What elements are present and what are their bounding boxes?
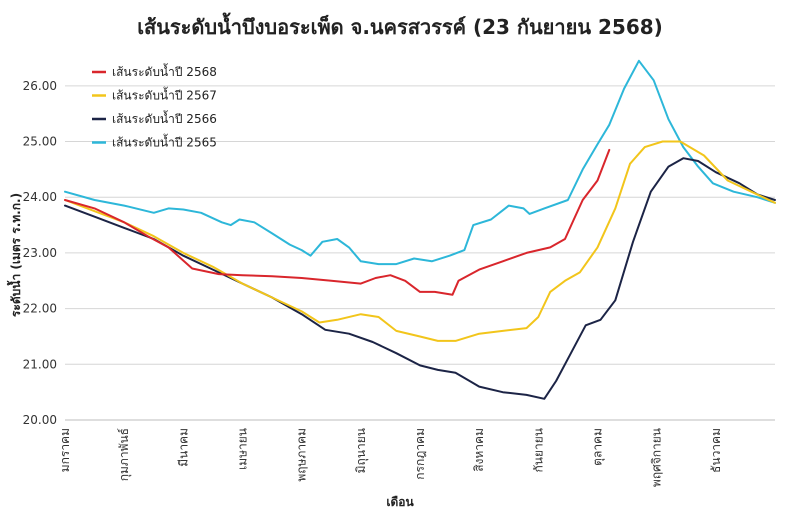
series-lines (64, 59, 776, 400)
x-tick-label: มิถุนายน (354, 428, 369, 473)
y-tick-label: 25.00 (23, 135, 57, 149)
legend-label: เส้นระดับน้ำปี 2567 (112, 87, 217, 103)
chart-title: เส้นระดับน้ำบึงบอระเพ็ด จ.นครสวรรค์ (23 … (137, 12, 663, 39)
x-tick-label: กรกฎาคม (413, 428, 427, 480)
legend-label: เส้นระดับน้ำปี 2568 (112, 63, 217, 79)
y-tick-label: 21.00 (23, 357, 57, 371)
x-tick-label: สิงหาคม (472, 428, 486, 472)
x-tick-label: ธันวาคม (709, 428, 723, 473)
x-tick-label: พฤษภาคม (295, 428, 309, 482)
legend-label: เส้นระดับน้ำปี 2566 (112, 110, 217, 126)
y-tick-label: 26.00 (23, 79, 57, 93)
series-line (64, 157, 776, 400)
x-tick-label: กันยายน (531, 428, 545, 472)
series-line (64, 59, 776, 266)
series-line (64, 140, 776, 342)
y-tick-label: 24.00 (23, 190, 57, 204)
y-tick-label: 23.00 (23, 246, 57, 260)
x-tick-label: พฤศจิกายน (650, 428, 664, 487)
y-axis-label: ระดับน้ำ (เมตร ร.ท.ก.) (6, 193, 23, 317)
y-tick-label: 22.00 (23, 302, 57, 316)
legend-label: เส้นระดับน้ำปี 2565 (112, 134, 217, 150)
x-tick-label: กุมภาพันธ์ (117, 428, 132, 481)
x-tick-label: มีนาคม (176, 428, 190, 467)
x-tick-label: เมษายน (236, 428, 250, 470)
y-axis-ticks: 20.00 21.00 22.00 23.00 24.00 25.00 26.00 (23, 79, 57, 427)
x-tick-label: มกราคม (58, 428, 72, 472)
series-line (64, 148, 611, 296)
y-tick-label: 20.00 (23, 413, 57, 427)
x-tick-label: ตุลาคม (591, 428, 606, 466)
legend: เส้นระดับน้ำปี 2568 เส้นระดับน้ำปี 2567 เส… (92, 63, 217, 150)
x-axis-label: เดือน (386, 495, 414, 509)
x-axis-ticks: มกราคม กุมภาพันธ์ มีนาคม เมษายน พฤษภาคม มิถุน… (58, 419, 775, 487)
